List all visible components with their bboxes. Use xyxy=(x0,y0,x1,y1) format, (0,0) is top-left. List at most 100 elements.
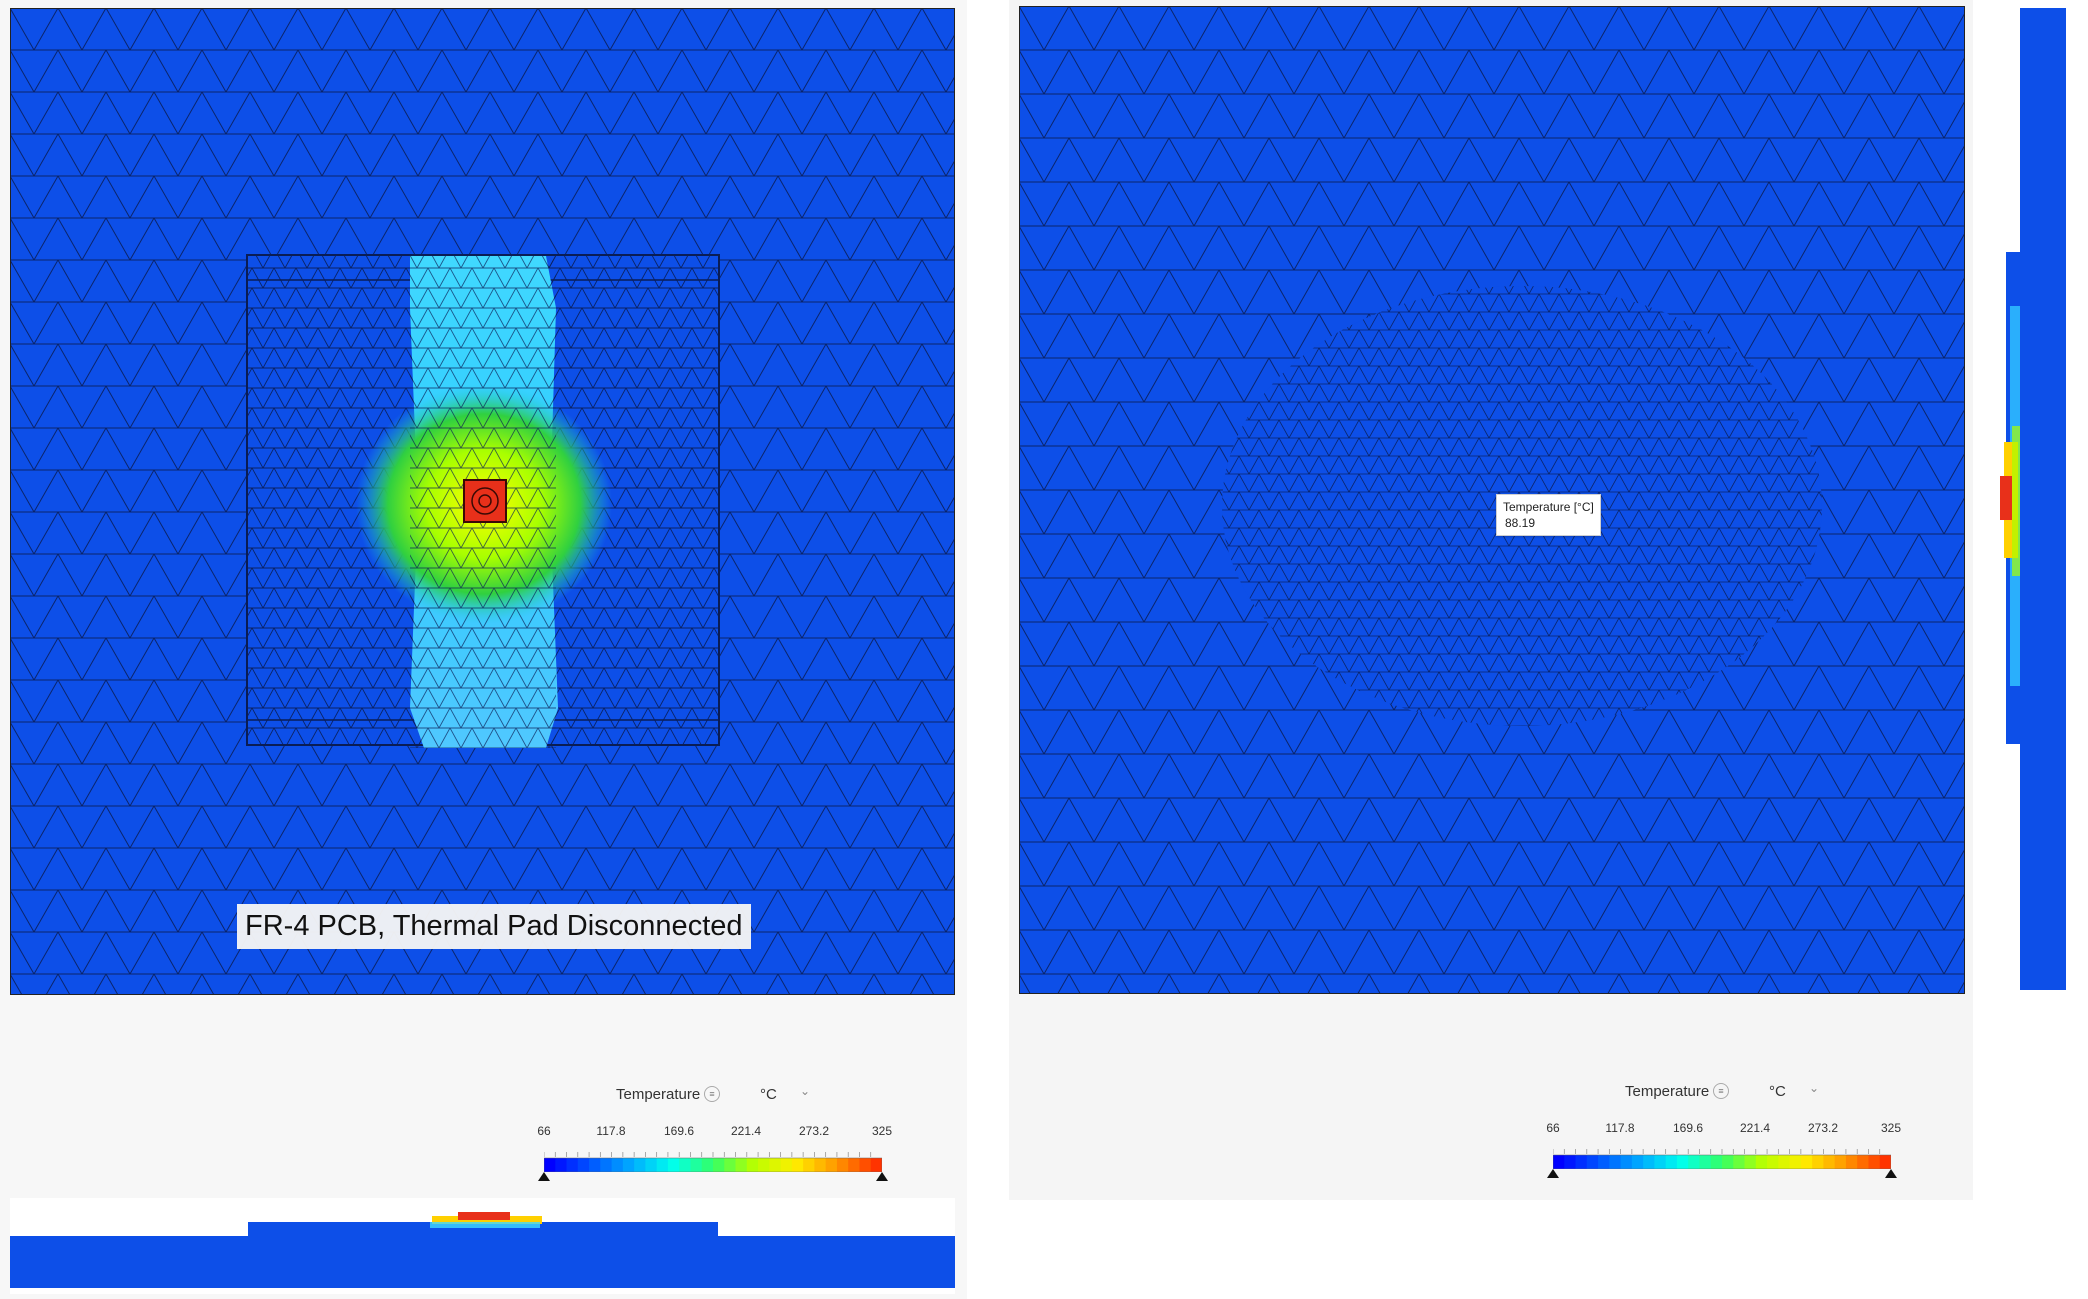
colorbar-swatch xyxy=(1744,1155,1757,1169)
colorbar-swatch xyxy=(1688,1155,1701,1169)
info-icon[interactable]: ≡ xyxy=(1713,1083,1729,1099)
colorbar-swatch xyxy=(1676,1155,1689,1169)
colorbar-swatch xyxy=(1643,1155,1655,1169)
probe-label: Temperature [°C] xyxy=(1503,500,1594,514)
right-color-legend: Temperature ≡ °C ⌄ 66 117.8 169.6 221.4 … xyxy=(1541,1075,1901,1185)
min-handle-icon[interactable] xyxy=(1547,1169,1559,1178)
colorbar-swatch xyxy=(634,1158,646,1172)
colorbar-swatch xyxy=(622,1158,635,1172)
colorbar-swatch xyxy=(713,1158,725,1172)
colorbar-swatch xyxy=(758,1158,770,1172)
legend-tick-label: 169.6 xyxy=(1672,1121,1704,1135)
legend-tick-label: 325 xyxy=(871,1124,893,1138)
legend-tick-label: 221.4 xyxy=(730,1124,762,1138)
colorbar-swatch xyxy=(1845,1155,1858,1169)
colorbar-swatch xyxy=(836,1158,849,1172)
colorbar-swatch xyxy=(1631,1155,1644,1169)
colorbar-swatch xyxy=(1879,1155,1891,1169)
legend-tick-label: 66 xyxy=(537,1124,551,1138)
max-handle-icon[interactable] xyxy=(876,1172,888,1181)
right-legend-quantity[interactable]: Temperature xyxy=(1625,1083,1710,1100)
colorbar-swatch xyxy=(1722,1155,1734,1169)
colorbar-segments xyxy=(544,1152,882,1172)
colorbar-swatch xyxy=(746,1158,759,1172)
colorbar-swatch xyxy=(1812,1155,1824,1169)
colorbar-swatch xyxy=(679,1158,692,1172)
legend-tick-label: 273.2 xyxy=(798,1124,830,1138)
colorbar-swatch xyxy=(825,1158,838,1172)
probe-value: 88.19 xyxy=(1505,516,1536,530)
colorbar-swatch xyxy=(814,1158,827,1172)
right-side-view-render xyxy=(2000,8,2066,990)
colorbar-swatch xyxy=(780,1158,793,1172)
left-view-caption: FR-4 PCB, Thermal Pad Disconnected xyxy=(237,904,751,950)
colorbar-swatch xyxy=(1755,1155,1768,1169)
temperature-probe-tooltip: Temperature [°C] 88.19 xyxy=(1496,494,1601,536)
colorbar-swatch xyxy=(566,1158,579,1172)
chevron-down-icon[interactable]: ⌄ xyxy=(800,1084,811,1098)
colorbar-swatch xyxy=(1767,1155,1779,1169)
colorbar-swatch xyxy=(1620,1155,1633,1169)
legend-tick-label: 66 xyxy=(1546,1121,1560,1135)
colorbar-swatch xyxy=(645,1158,658,1172)
colorbar-swatch xyxy=(1609,1155,1622,1169)
colorbar-swatch xyxy=(1654,1155,1667,1169)
colorbar-swatch xyxy=(859,1158,872,1172)
legend-tick-label: 117.8 xyxy=(1605,1121,1635,1135)
colorbar-swatch xyxy=(1598,1155,1610,1169)
legend-tick-label: 117.8 xyxy=(596,1124,626,1138)
colorbar-swatch xyxy=(791,1158,804,1172)
colorbar-swatch xyxy=(577,1158,590,1172)
colorbar-swatch xyxy=(690,1158,703,1172)
left-side-view-render xyxy=(10,1212,955,1288)
right-legend-colorbar xyxy=(1553,1149,1891,1169)
colorbar-swatch xyxy=(870,1158,882,1172)
colorbar-swatch xyxy=(1586,1155,1599,1169)
colorbar-swatch xyxy=(1857,1155,1870,1169)
colorbar-swatch xyxy=(1834,1155,1847,1169)
left-legend-unit-select[interactable]: °C xyxy=(760,1086,777,1103)
chevron-down-icon[interactable]: ⌄ xyxy=(1809,1081,1820,1095)
colorbar-swatch xyxy=(724,1158,737,1172)
min-handle-icon[interactable] xyxy=(538,1172,550,1181)
right-legend-ticks: 66 117.8 169.6 221.4 273.2 325 xyxy=(1541,1121,1901,1137)
left-side-view[interactable] xyxy=(10,1198,955,1294)
colorbar-swatch xyxy=(1665,1155,1678,1169)
info-icon[interactable]: ≡ xyxy=(704,1086,720,1102)
colorbar-swatch xyxy=(1789,1155,1802,1169)
legend-tick-label: 169.6 xyxy=(663,1124,695,1138)
legend-tick-label: 221.4 xyxy=(1739,1121,1771,1135)
colorbar-swatch xyxy=(589,1158,601,1172)
left-legend-colorbar xyxy=(544,1152,882,1172)
colorbar-swatch xyxy=(1800,1155,1813,1169)
left-top-view-render xyxy=(10,8,955,995)
colorbar-swatch xyxy=(1710,1155,1723,1169)
right-legend-header: Temperature ≡ °C ⌄ xyxy=(1541,1075,1901,1107)
colorbar-swatch xyxy=(1733,1155,1746,1169)
max-handle-icon[interactable] xyxy=(1885,1169,1897,1178)
colorbar-swatch xyxy=(555,1158,568,1172)
left-legend-quantity[interactable]: Temperature xyxy=(616,1086,701,1103)
colorbar-swatch xyxy=(1868,1155,1881,1169)
legend-tick-label: 273.2 xyxy=(1807,1121,1839,1135)
right-legend-unit-select[interactable]: °C xyxy=(1769,1083,1786,1100)
left-legend-header: Temperature ≡ °C ⌄ xyxy=(532,1078,892,1110)
colorbar-swatch xyxy=(1823,1155,1836,1169)
legend-tick-label: 325 xyxy=(1880,1121,1902,1135)
left-color-legend: Temperature ≡ °C ⌄ 66 117.8 169.6 221.4 … xyxy=(532,1078,892,1188)
colorbar-swatch xyxy=(803,1158,815,1172)
colorbar-segments xyxy=(1553,1149,1891,1169)
left-top-view[interactable]: FR-4 PCB, Thermal Pad Disconnected xyxy=(10,8,955,995)
colorbar-swatch xyxy=(611,1158,624,1172)
colorbar-swatch xyxy=(1553,1155,1565,1169)
right-side-view[interactable] xyxy=(1986,6,2066,996)
colorbar-swatch xyxy=(701,1158,714,1172)
right-top-view-render xyxy=(1019,6,1965,994)
colorbar-swatch xyxy=(848,1158,861,1172)
colorbar-swatch xyxy=(544,1158,556,1172)
right-top-view[interactable]: Temperature [°C] 88.19 xyxy=(1019,6,1965,994)
colorbar-swatch xyxy=(1699,1155,1712,1169)
colorbar-swatch xyxy=(667,1158,680,1172)
colorbar-swatch xyxy=(656,1158,669,1172)
colorbar-swatch xyxy=(600,1158,613,1172)
